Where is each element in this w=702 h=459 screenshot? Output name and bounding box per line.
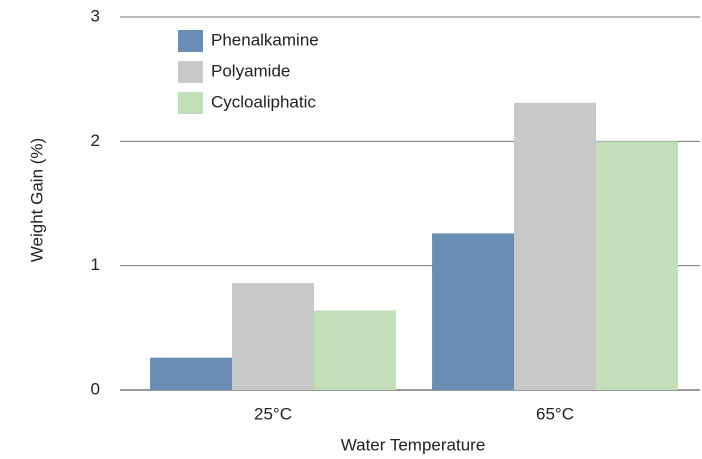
legend-swatch <box>178 61 203 83</box>
x-tick-label: 65°C <box>536 404 574 423</box>
legend-label: Polyamide <box>211 61 290 80</box>
bar <box>150 357 233 390</box>
y-axis-title: Weight Gain (%) <box>27 138 46 262</box>
y-tick-label: 3 <box>91 6 100 25</box>
x-axis-title: Water Temperature <box>341 435 486 454</box>
bar <box>232 283 314 390</box>
bar <box>595 141 678 390</box>
y-tick-label: 2 <box>91 131 100 150</box>
x-tick-label: 25°C <box>254 404 292 423</box>
bar <box>432 233 515 390</box>
bar <box>514 102 596 390</box>
y-tick-label: 0 <box>91 379 100 398</box>
legend-swatch <box>178 30 203 52</box>
legend-label: Phenalkamine <box>211 30 319 49</box>
y-tick-label: 1 <box>91 255 100 274</box>
legend-label: Cycloaliphatic <box>211 92 316 111</box>
legend-swatch <box>178 92 203 114</box>
bar <box>313 310 396 390</box>
